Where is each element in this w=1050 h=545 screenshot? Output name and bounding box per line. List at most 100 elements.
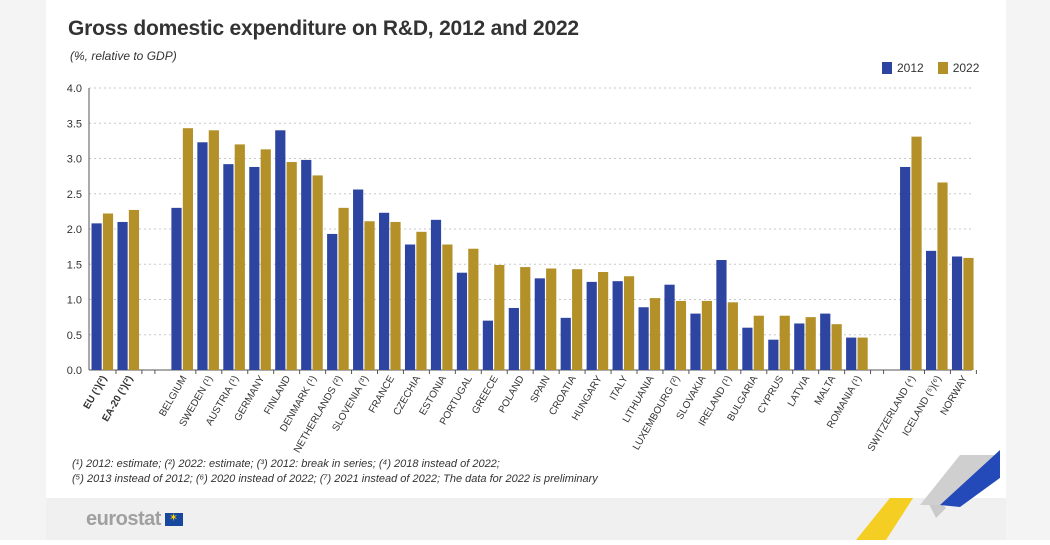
bar-2012 [820, 313, 831, 370]
bar-2012 [197, 142, 208, 370]
bar-2022 [546, 268, 557, 370]
legend-swatch-2012 [882, 62, 892, 74]
bar-2012 [301, 159, 312, 370]
y-tick-label: 0.0 [67, 365, 82, 377]
bar-2022 [623, 276, 635, 370]
bar-2022 [572, 269, 583, 370]
bar-2022 [727, 302, 738, 370]
chart-title: Gross domestic expenditure on R&D, 2012 … [68, 17, 579, 40]
bar-2022 [779, 315, 790, 370]
y-tick-label: 3.0 [67, 154, 82, 166]
bar-2022 [911, 136, 922, 370]
legend-swatch-2022 [937, 62, 948, 74]
corner-ribbon-icon [900, 450, 1000, 507]
y-tick-label: 2.0 [67, 224, 82, 236]
footnote-line-1: (¹) 2012: estimate; (²) 2022: estimate; … [72, 458, 500, 470]
category-label: SPAIN [529, 374, 553, 405]
bar-2012 [117, 221, 128, 370]
bar-2012 [664, 284, 675, 370]
bar-2012 [353, 189, 364, 370]
legend-item-2022: 2022 [937, 61, 980, 75]
bar-2022 [364, 221, 375, 370]
y-tick-label: 4.0 [67, 83, 82, 95]
footer-ribbon-decoration [856, 498, 946, 540]
bar-2012 [404, 244, 416, 370]
bar-2012 [638, 307, 649, 370]
y-tick-label: 2.5 [67, 189, 82, 201]
bar-2012 [456, 272, 468, 370]
bar-2022 [468, 248, 479, 370]
bar-2022 [234, 144, 245, 370]
bar-2012 [534, 278, 545, 370]
legend-label-2022: 2022 [952, 61, 980, 75]
bar-2022 [963, 257, 974, 370]
category-label: CYPRUS [756, 374, 787, 416]
bar-chart: 0.00.51.01.52.02.53.03.54.0EU (¹)(²)EA-2… [67, 83, 977, 455]
bar-2022 [442, 244, 453, 370]
chart-subtitle: (%, relative to GDP) [70, 49, 177, 63]
bar-2022 [390, 221, 401, 370]
bar-2012 [900, 166, 911, 370]
bar-2012 [275, 130, 286, 370]
bar-2012 [249, 166, 260, 370]
bar-2012 [612, 281, 623, 370]
eurostat-logo: eurostat [86, 508, 183, 531]
bar-2012 [768, 339, 779, 370]
bar-2012 [586, 281, 597, 370]
bar-2012 [846, 337, 857, 370]
logo-text: eurostat [86, 508, 161, 530]
bar-2012 [171, 207, 182, 370]
category-label: POLAND [497, 374, 527, 415]
category-label: LATVIA [786, 374, 813, 409]
bar-2022 [102, 213, 114, 370]
bar-2022 [338, 207, 349, 370]
bar-2012 [508, 307, 519, 370]
bar-2022 [857, 337, 868, 370]
bar-2022 [260, 149, 271, 370]
bar-2012 [926, 250, 937, 370]
bar-2012 [716, 260, 727, 370]
eu-flag-icon [164, 511, 183, 526]
bar-2022 [753, 315, 764, 370]
bar-2022 [598, 272, 609, 370]
bar-2022 [675, 300, 687, 370]
bar-2012 [794, 323, 805, 370]
bar-2022 [520, 267, 531, 370]
legend: 2012 2022 [882, 61, 979, 75]
footnote-line-2: (⁵) 2013 instead of 2012; (⁶) 2020 inste… [72, 473, 598, 485]
y-tick-label: 1.5 [67, 259, 82, 271]
bar-2022 [128, 209, 140, 370]
footer-bar [46, 498, 1006, 540]
bar-2022 [701, 300, 712, 370]
category-label: SWITZERLAND (⁴) [866, 374, 918, 453]
bar-2012 [430, 219, 442, 370]
y-tick-label: 3.5 [67, 118, 82, 130]
bar-2022 [831, 324, 842, 370]
bar-2022 [286, 162, 297, 370]
bar-2022 [416, 231, 427, 370]
y-tick-label: 1.0 [67, 295, 82, 307]
legend-label-2012: 2012 [897, 61, 924, 75]
bar-2012 [91, 223, 102, 370]
category-label: LUXEMBOURG (²) [631, 374, 682, 452]
bar-2022 [937, 182, 948, 370]
bar-2012 [690, 313, 701, 370]
footnotes: (¹) 2012: estimate; (²) 2022: estimate; … [72, 457, 598, 487]
bar-2022 [182, 128, 193, 370]
bar-2012 [742, 327, 753, 370]
bar-2012 [223, 164, 234, 370]
y-tick-label: 0.5 [67, 330, 82, 342]
bar-2012 [951, 256, 963, 370]
bar-2012 [560, 317, 571, 370]
category-label: MALTA [813, 374, 839, 407]
bar-2012 [482, 320, 493, 370]
category-label: EU (¹)(²) [82, 374, 110, 411]
legend-item-2012: 2012 [882, 61, 924, 75]
bar-2022 [312, 175, 323, 370]
category-label: ITALY [608, 374, 631, 403]
bar-2022 [649, 298, 661, 370]
bar-2022 [208, 130, 219, 370]
bar-2012 [327, 233, 338, 370]
bar-2012 [379, 212, 390, 370]
